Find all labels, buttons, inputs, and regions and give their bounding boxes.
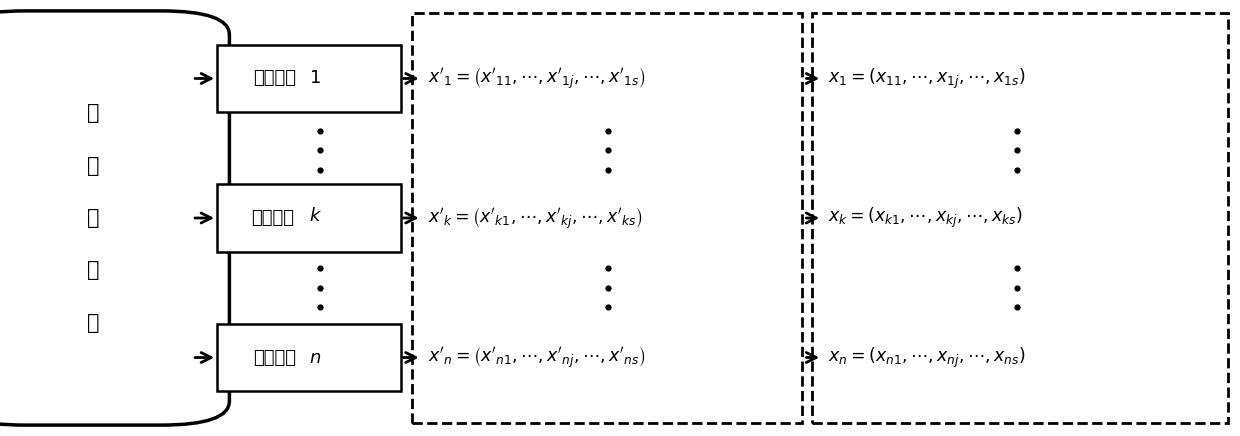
FancyBboxPatch shape: [0, 11, 229, 425]
FancyBboxPatch shape: [812, 13, 1228, 423]
Text: 运行状态: 运行状态: [253, 348, 296, 367]
Text: 护: 护: [87, 208, 99, 228]
Text: 被: 被: [87, 103, 99, 123]
Text: $n$: $n$: [309, 348, 321, 367]
FancyBboxPatch shape: [217, 184, 401, 252]
Text: 馈: 馈: [87, 260, 99, 280]
FancyBboxPatch shape: [412, 13, 802, 423]
Text: $x_k = \left(x_{k1},\cdots,x_{kj},\cdots,x_{ks}\right)$: $x_k = \left(x_{k1},\cdots,x_{kj},\cdots…: [828, 206, 1023, 230]
Text: 线: 线: [87, 313, 99, 333]
Text: $k$: $k$: [309, 207, 321, 225]
Text: $x_1 = \left(x_{11},\cdots,x_{1j},\cdots,x_{1s}\right)$: $x_1 = \left(x_{11},\cdots,x_{1j},\cdots…: [828, 66, 1025, 91]
Text: $x'_1 = \left(x'_{11},\cdots,x'_{1j},\cdots,x'_{1s}\right)$: $x'_1 = \left(x'_{11},\cdots,x'_{1j},\cd…: [428, 66, 645, 91]
Text: 运行状态: 运行状态: [253, 69, 296, 88]
FancyBboxPatch shape: [217, 324, 401, 392]
Text: 运行状态: 运行状态: [250, 209, 294, 227]
Text: 保: 保: [87, 156, 99, 176]
Text: $x'_n = \left(x'_{n1},\cdots,x'_{nj},\cdots,x'_{ns}\right)$: $x'_n = \left(x'_{n1},\cdots,x'_{nj},\cd…: [428, 345, 645, 370]
Text: $1$: $1$: [309, 69, 320, 88]
Text: $x'_k = \left(x'_{k1},\cdots,x'_{kj},\cdots,x'_{ks}\right)$: $x'_k = \left(x'_{k1},\cdots,x'_{kj},\cd…: [428, 205, 642, 231]
FancyBboxPatch shape: [217, 45, 401, 112]
Text: $x_n = \left(x_{n1},\cdots,x_{nj},\cdots,x_{ns}\right)$: $x_n = \left(x_{n1},\cdots,x_{nj},\cdots…: [828, 345, 1025, 370]
